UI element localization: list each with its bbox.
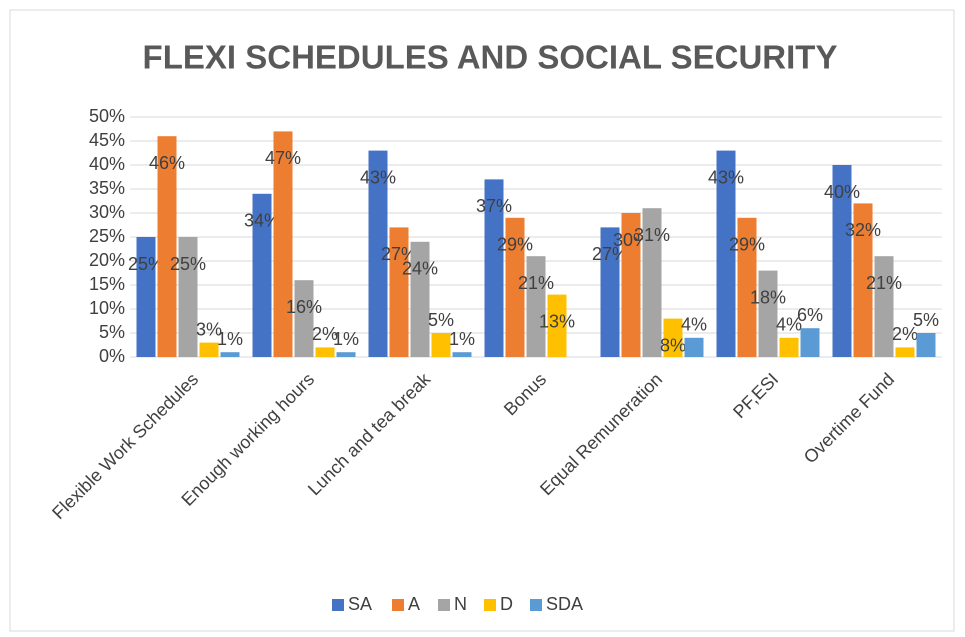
bar xyxy=(800,328,820,357)
bar xyxy=(758,270,778,357)
bar xyxy=(832,165,852,357)
data-label: 29% xyxy=(729,235,765,255)
bar xyxy=(484,179,504,357)
y-tick-label: 10% xyxy=(89,298,125,318)
bar xyxy=(368,150,388,357)
y-tick-label: 5% xyxy=(99,322,125,342)
y-tick-label: 25% xyxy=(89,226,125,246)
bar xyxy=(389,227,409,357)
data-label: 47% xyxy=(265,148,301,168)
bar xyxy=(737,217,757,357)
bar xyxy=(547,294,567,357)
data-label: 6% xyxy=(797,305,823,325)
data-label: 27% xyxy=(381,244,417,264)
data-label: 13% xyxy=(539,311,575,331)
bar xyxy=(294,280,314,357)
bar xyxy=(136,237,156,357)
legend-label: N xyxy=(454,594,467,614)
legend-label: D xyxy=(500,594,513,614)
data-label: 2% xyxy=(312,324,338,344)
bar xyxy=(178,237,198,357)
bar xyxy=(252,193,272,357)
legend-swatch xyxy=(392,599,404,611)
y-tick-label: 35% xyxy=(89,178,125,198)
data-label: 16% xyxy=(286,297,322,317)
data-label: 3% xyxy=(196,319,222,339)
data-label: 43% xyxy=(708,167,744,187)
data-label: 1% xyxy=(333,329,359,349)
data-label: 29% xyxy=(497,235,533,255)
data-label: 32% xyxy=(845,220,881,240)
legend-swatch xyxy=(438,599,450,611)
bar xyxy=(916,333,936,357)
bar xyxy=(157,136,177,357)
data-label: 21% xyxy=(866,273,902,293)
bar xyxy=(315,347,335,357)
data-label: 25% xyxy=(128,254,164,274)
data-label: 46% xyxy=(149,153,185,173)
legend-label: SA xyxy=(348,594,372,614)
bar xyxy=(505,217,525,357)
bar xyxy=(431,333,451,357)
y-tick-label: 20% xyxy=(89,250,125,270)
data-label: 25% xyxy=(170,254,206,274)
legend-swatch xyxy=(332,599,344,611)
data-label: 8% xyxy=(660,335,686,355)
data-label: 31% xyxy=(634,225,670,245)
legend-label: SDA xyxy=(546,594,583,614)
data-label: 40% xyxy=(824,182,860,202)
legend-label: A xyxy=(408,594,420,614)
y-tick-label: 0% xyxy=(99,346,125,366)
y-tick-label: 30% xyxy=(89,202,125,222)
bar xyxy=(600,227,620,357)
bar xyxy=(199,342,219,357)
chart-title: FLEXI SCHEDULES AND SOCIAL SECURITY xyxy=(143,39,838,76)
bar xyxy=(684,337,704,357)
bar xyxy=(452,352,472,357)
data-label: 43% xyxy=(360,167,396,187)
data-label: 24% xyxy=(402,259,438,279)
bar xyxy=(716,150,736,357)
y-tick-label: 45% xyxy=(89,130,125,150)
data-label: 27% xyxy=(592,244,628,264)
bar xyxy=(526,256,546,357)
y-tick-label: 15% xyxy=(89,274,125,294)
bar xyxy=(895,347,915,357)
data-label: 4% xyxy=(681,315,707,335)
bar xyxy=(336,352,356,357)
y-tick-label: 50% xyxy=(89,106,125,126)
bar xyxy=(874,256,894,357)
legend-swatch xyxy=(530,599,542,611)
data-label: 5% xyxy=(428,310,454,330)
bar xyxy=(220,352,240,357)
data-label: 18% xyxy=(750,287,786,307)
data-label: 21% xyxy=(518,273,554,293)
bar xyxy=(853,203,873,357)
bar xyxy=(410,241,430,357)
bar xyxy=(642,208,662,357)
data-label: 34% xyxy=(244,211,280,231)
data-label: 4% xyxy=(776,315,802,335)
data-label: 2% xyxy=(892,324,918,344)
bar xyxy=(779,337,799,357)
bar xyxy=(621,213,641,357)
data-label: 1% xyxy=(217,329,243,349)
data-label: 37% xyxy=(476,196,512,216)
legend-swatch xyxy=(484,599,496,611)
data-label: 1% xyxy=(449,329,475,349)
y-tick-label: 40% xyxy=(89,154,125,174)
data-label: 5% xyxy=(913,310,939,330)
data-label: 30% xyxy=(613,230,649,250)
bar xyxy=(663,318,683,357)
bar xyxy=(273,131,293,357)
